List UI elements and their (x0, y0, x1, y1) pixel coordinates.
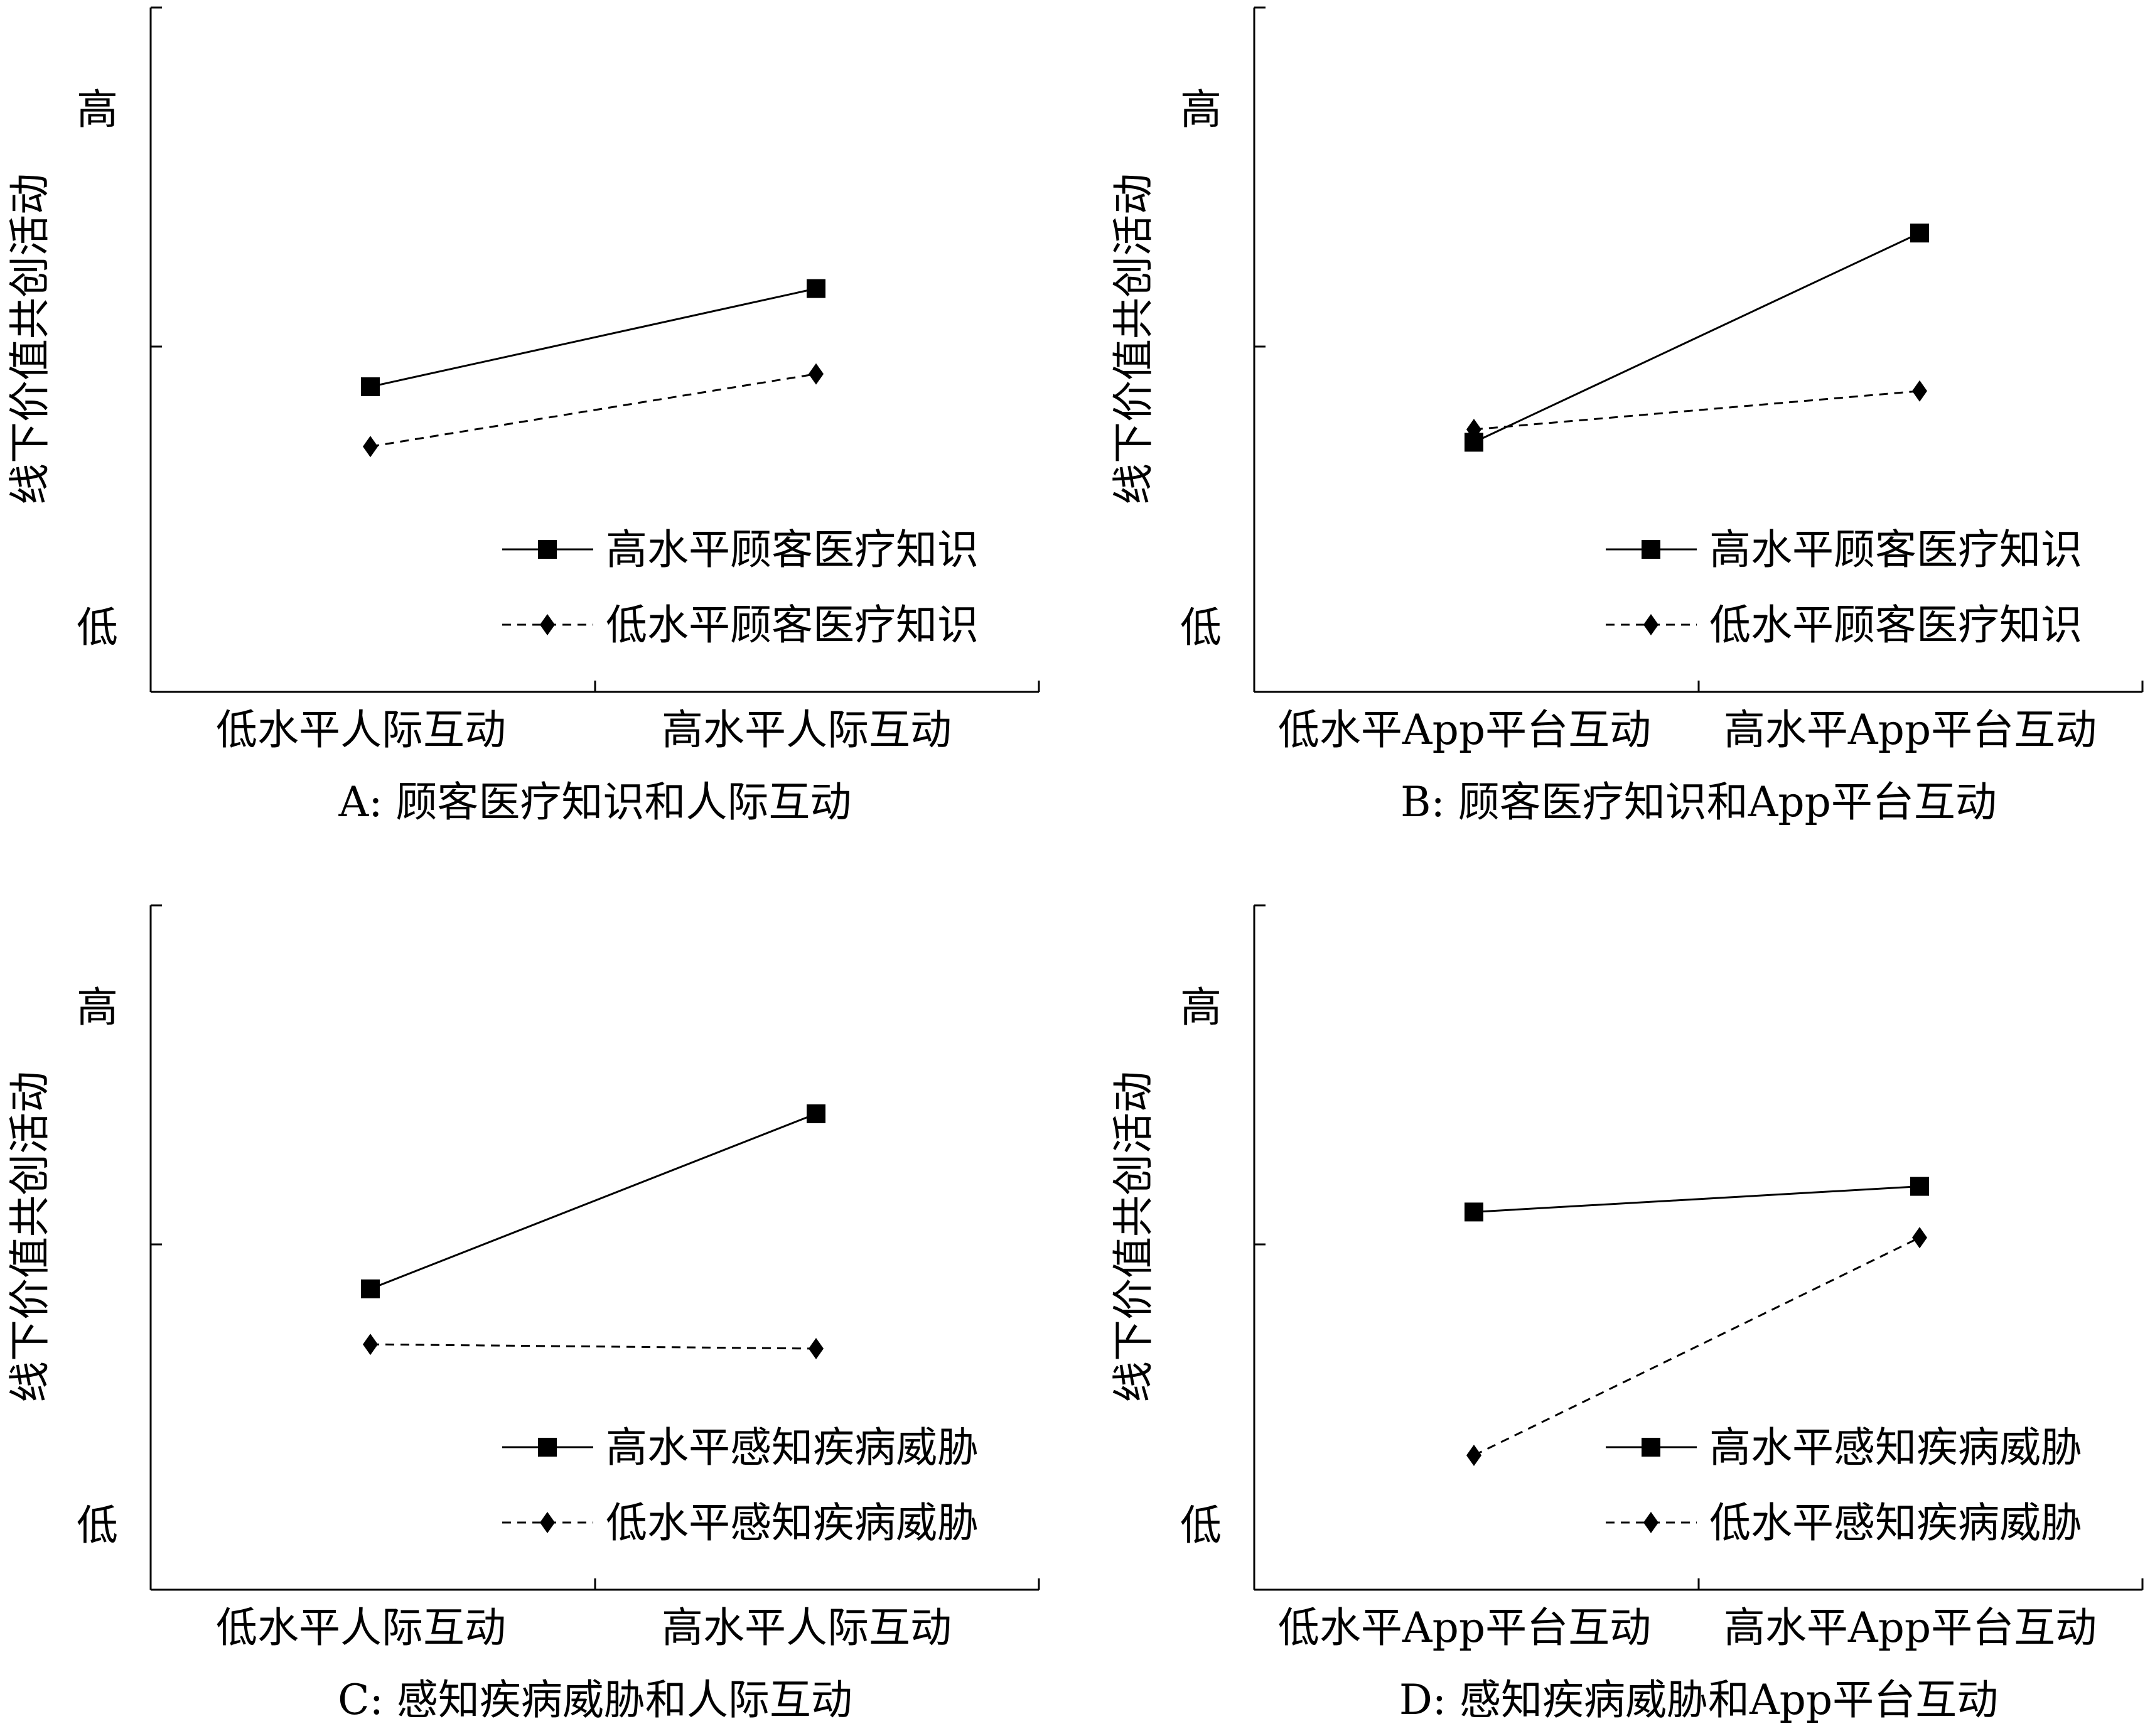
data-point-diamond (1912, 380, 1927, 402)
series-line-high (370, 288, 817, 388)
y-tick-label-low: 低 (1180, 603, 1222, 652)
legend-entry: 低水平顾客医疗知识 (502, 601, 979, 649)
data-point-square (807, 1104, 825, 1123)
data-point-diamond (1466, 419, 1481, 440)
chart-caption: D: 感知疾病威胁和App平台互动 (1399, 1676, 1998, 1724)
legend-marker-diamond (540, 1512, 555, 1533)
data-point-square (361, 377, 380, 396)
legend-label: 低水平顾客医疗知识 (606, 601, 979, 649)
data-point-diamond (1466, 1445, 1481, 1466)
legend-entry: 高水平顾客医疗知识 (502, 526, 979, 574)
legend-marker-square (1642, 1438, 1660, 1457)
data-point-diamond (809, 363, 824, 385)
data-point-square (1910, 224, 1929, 243)
y-tick-label-high: 高 (77, 85, 118, 134)
legend-marker-diamond (1643, 614, 1658, 635)
legend-label: 低水平感知疾病威胁 (1709, 1499, 2082, 1547)
x-tick-label: 低水平人际互动 (216, 1604, 506, 1652)
legend-label: 高水平感知疾病威胁 (1709, 1423, 2082, 1472)
data-point-diamond (363, 436, 378, 458)
series-line-high (370, 1113, 817, 1290)
legend-entry: 高水平顾客医疗知识 (1606, 526, 2082, 574)
series-line-low (370, 1343, 817, 1350)
chart-caption: C: 感知疾病威胁和人际互动 (338, 1676, 852, 1724)
data-point-diamond (809, 1338, 824, 1359)
data-point-square (807, 279, 825, 298)
legend-label: 高水平顾客医疗知识 (1709, 526, 2082, 574)
data-point-square (1465, 1202, 1483, 1222)
x-tick-label: 低水平App平台互动 (1278, 1604, 1651, 1652)
y-tick-label-low: 低 (77, 1501, 118, 1550)
x-tick-label: 高水平App平台互动 (1724, 706, 2097, 754)
legend-entry: 高水平感知疾病威胁 (1606, 1423, 2082, 1472)
y-axis-label: 线下价值共创活动 (1109, 1071, 1158, 1403)
y-axis-label: 线下价值共创活动 (1109, 173, 1158, 505)
chart-caption: B: 顾客医疗知识和App平台互动 (1400, 778, 1997, 826)
series-line-low (370, 373, 817, 448)
series-line-high (1473, 1185, 1920, 1213)
y-tick-label-low: 低 (1180, 1501, 1222, 1550)
y-tick-label-high: 高 (1180, 85, 1222, 134)
legend-marker-diamond (1643, 1512, 1658, 1533)
data-point-square (1910, 1177, 1929, 1196)
legend-label: 高水平感知疾病威胁 (606, 1423, 979, 1472)
y-tick-label-high: 高 (1180, 983, 1222, 1032)
legend-marker-square (538, 540, 557, 559)
legend-label: 低水平感知疾病威胁 (606, 1499, 979, 1547)
x-tick-label: 高水平人际互动 (662, 1604, 952, 1652)
y-axis-label: 线下价值共创活动 (6, 173, 54, 505)
series-line-high (1473, 232, 1920, 443)
legend-marker-square (1642, 540, 1660, 559)
y-axis-label: 线下价值共创活动 (6, 1071, 54, 1403)
series-line-low (1473, 1236, 1920, 1457)
data-point-diamond (1912, 1227, 1927, 1249)
legend-marker-diamond (540, 614, 555, 635)
x-tick-label: 高水平人际互动 (662, 706, 952, 754)
y-tick-label-low: 低 (77, 603, 118, 652)
data-point-diamond (363, 1334, 378, 1356)
legend-entry: 低水平感知疾病威胁 (1606, 1499, 2082, 1547)
legend-label: 高水平顾客医疗知识 (606, 526, 979, 574)
y-tick-label-high: 高 (77, 983, 118, 1032)
legend-entry: 高水平感知疾病威胁 (502, 1423, 979, 1472)
x-tick-label: 低水平App平台互动 (1278, 706, 1651, 754)
x-tick-label: 高水平App平台互动 (1724, 1604, 2097, 1652)
chart-caption: A: 顾客医疗知识和人际互动 (338, 778, 852, 826)
legend-marker-square (538, 1438, 557, 1457)
data-point-square (361, 1279, 380, 1298)
legend-entry: 低水平感知疾病威胁 (502, 1499, 979, 1547)
legend-label: 低水平顾客医疗知识 (1709, 601, 2082, 649)
legend-entry: 低水平顾客医疗知识 (1606, 601, 2082, 649)
x-tick-label: 低水平人际互动 (216, 706, 506, 754)
